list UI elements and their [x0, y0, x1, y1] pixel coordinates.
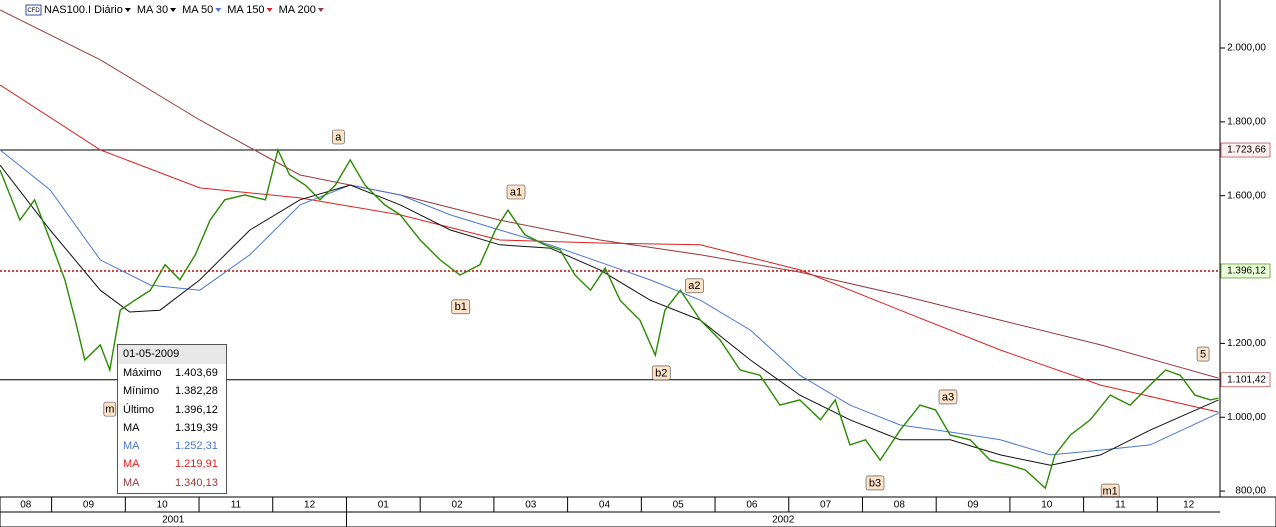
- y-tick-label: 1.000,00: [1227, 412, 1266, 423]
- annotation: a1: [510, 186, 522, 198]
- annotation: b1: [455, 301, 467, 313]
- annotation-box: [332, 129, 345, 145]
- legend-item: MA 50: [182, 4, 213, 16]
- y-tick-label: 1.600,00: [1227, 190, 1266, 201]
- moving-average: [0, 149, 1219, 456]
- info-label: MA: [123, 440, 140, 453]
- info-value: 1.319,39: [175, 421, 218, 434]
- annotation: a: [335, 131, 342, 143]
- y-tick-label: 800,00: [1235, 486, 1266, 497]
- info-label: Último: [123, 403, 155, 416]
- legend-item: NAS100.I Diário: [44, 4, 123, 16]
- info-label: MA: [123, 421, 140, 434]
- info-label: Máximo: [123, 367, 162, 379]
- x-tick-label: 09: [967, 500, 979, 511]
- level-label: 1.396,12: [1227, 266, 1266, 277]
- level-badge: [1220, 142, 1271, 158]
- info-box: 01-05-2009 Máximo 1.403,69 Mínimo 1.382,28 Úl…: [117, 344, 227, 494]
- x-tick-label: 06: [746, 500, 758, 511]
- y-tick-label: 1.200,00: [1227, 338, 1266, 349]
- annotation: b2: [655, 367, 667, 379]
- annotation-box: [685, 278, 704, 294]
- annotation-box: [1196, 346, 1210, 362]
- info-date: 01-05-2009: [118, 345, 226, 364]
- level-badge: [1220, 263, 1271, 279]
- year-label: 2001: [162, 515, 185, 526]
- x-tick-label: 10: [1041, 500, 1053, 511]
- annotation-box: [651, 365, 671, 381]
- legend-dropdown: [215, 8, 222, 12]
- annotation: b3: [869, 477, 881, 489]
- info-row: MA 1.252,31: [118, 437, 226, 455]
- info-value: 1.403,69: [175, 367, 218, 379]
- info-row: Último 1.396,12: [118, 401, 226, 419]
- moving-average: [0, 9, 1219, 379]
- cfd-icon-text: CFD: [27, 8, 40, 14]
- annotation: a2: [688, 280, 700, 292]
- legend-item: MA 150: [227, 4, 264, 16]
- x-tick-label: 10: [157, 500, 169, 511]
- plot-area: a a1 b1 a2 b2 a3 b3 m1 5 m: [0, 9, 1220, 499]
- info-value: 1.382,28: [175, 385, 218, 398]
- info-value: 1.340,13: [175, 476, 218, 489]
- info-row: MA 1.340,13: [118, 474, 226, 492]
- annotation: a3: [942, 391, 954, 403]
- annotation-box: [865, 475, 885, 491]
- info-value: 1.396,12: [175, 403, 218, 416]
- annotation-box: [938, 389, 958, 405]
- x-tick-label: 09: [83, 500, 95, 511]
- price-line: [0, 147, 1219, 490]
- info-value: 1.252,31: [175, 440, 218, 453]
- info-value: 1.219,91: [175, 458, 218, 471]
- info-label: MA: [123, 476, 140, 489]
- info-label: MA: [123, 458, 140, 471]
- x-tick-label: 08: [20, 500, 32, 511]
- legend-item: MA 200: [279, 4, 316, 16]
- x-tick-label: 01: [378, 500, 390, 511]
- x-tick-label: 04: [599, 500, 611, 511]
- legend-item: MA 30: [137, 4, 168, 16]
- x-tick-label: 02: [451, 500, 463, 511]
- cfd-icon: [25, 4, 42, 16]
- x-tick-label: 12: [304, 500, 316, 511]
- info-row: Mínimo 1.382,28: [118, 382, 226, 400]
- annotation: 5: [1200, 349, 1206, 361]
- level-label: 1.101,42: [1227, 374, 1266, 385]
- annotation: m: [105, 404, 114, 416]
- legend-dropdown: [124, 8, 131, 12]
- x-tick-label: 07: [820, 500, 832, 511]
- x-tick-label: 03: [525, 500, 537, 511]
- moving-average: [0, 84, 1219, 413]
- axes: 800,00 1.000,00 1.200,00 1.600,00 1.800,00 2.…: [20, 43, 1271, 527]
- year-label: 2002: [772, 515, 795, 526]
- legend-dropdown: [317, 8, 324, 12]
- legend-dropdown: [266, 8, 273, 12]
- x-tick-label: 05: [673, 500, 685, 511]
- annotation-box: [451, 299, 471, 315]
- annotation-box: [103, 401, 117, 417]
- info-row: MA 1.319,39: [118, 419, 226, 437]
- y-tick-label: 2.000,00: [1227, 43, 1266, 54]
- moving-average: [0, 164, 1219, 466]
- info-row: MA 1.219,91: [118, 455, 226, 473]
- legend-dropdown: [170, 8, 177, 12]
- annotation-box: [506, 184, 526, 200]
- legend: CFD NAS100.I Diário MA 30 MA 50 MA 150 MA 20…: [25, 4, 324, 16]
- level-label: 1.723,66: [1227, 145, 1266, 156]
- x-tick-label: 11: [231, 500, 242, 511]
- level-badge: [1220, 372, 1271, 388]
- y-tick-label: 1.800,00: [1227, 116, 1266, 127]
- x-tick-label: 08: [894, 500, 906, 511]
- info-row: Máximo 1.403,69: [118, 364, 226, 382]
- x-tick-label: 12: [1183, 500, 1195, 511]
- x-tick-label: 11: [1115, 500, 1126, 511]
- info-label: Mínimo: [123, 385, 160, 398]
- annotation: m1: [1103, 485, 1118, 497]
